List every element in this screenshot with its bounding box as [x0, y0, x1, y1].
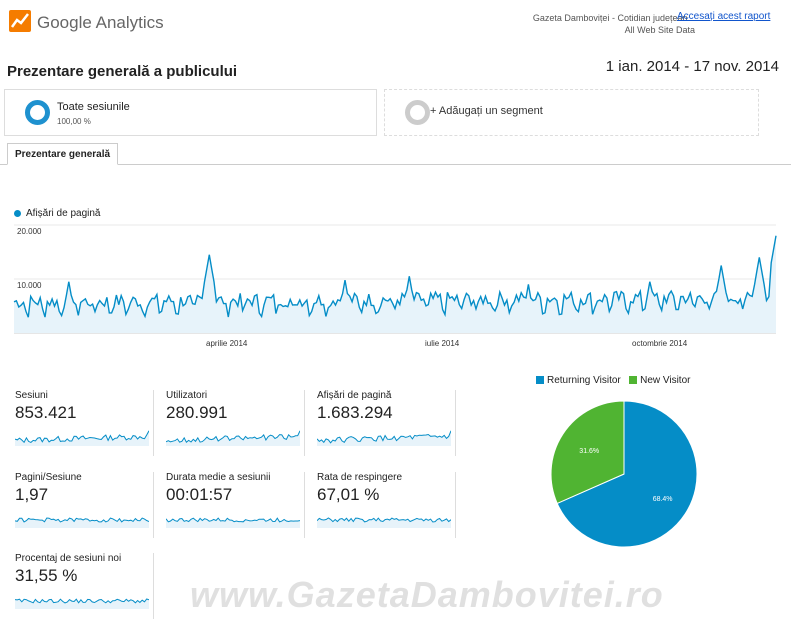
- legend-swatch-new: [629, 376, 638, 384]
- sparkline-line: [15, 517, 149, 523]
- metric-label: Sesiuni: [15, 390, 48, 401]
- y-tick-10000: 10.000: [17, 281, 42, 290]
- date-range-picker[interactable]: 1 ian. 2014 - 17 nov. 2014: [605, 58, 779, 75]
- pie-legend: Returning Visitor New Visitor: [536, 375, 690, 386]
- tab-divider: [0, 164, 791, 165]
- segment-all-sessions[interactable]: Toate sesiunile 100,00 %: [4, 89, 377, 136]
- series-legend-label[interactable]: Afișări de pagină: [26, 208, 101, 219]
- sparkline-area: [166, 430, 300, 446]
- y-tick-20000: 20.000: [17, 227, 42, 236]
- metric-value: 00:01:57: [166, 485, 233, 504]
- add-segment-button[interactable]: + Adăugați un segment: [384, 89, 759, 136]
- page-title: Prezentare generală a publicului: [7, 63, 238, 80]
- metric-pageviews[interactable]: Afișări de pagină 1.683.294: [317, 390, 456, 456]
- pageviews-line: [13, 235, 777, 319]
- sparkline-line: [317, 430, 451, 444]
- metric-label: Durata medie a sesiunii: [166, 472, 271, 483]
- view-name: All Web Site Data: [624, 25, 695, 35]
- metric-sessions[interactable]: Sesiuni 853.421: [15, 390, 154, 456]
- site-name: Gazeta Damboviței - Cotidian județean...: [532, 13, 695, 23]
- pageviews-area: [14, 235, 776, 333]
- segment-title: Toate sesiunile: [57, 101, 130, 113]
- x-tick-april: aprilie 2014: [206, 339, 248, 348]
- metric-value: 853.421: [15, 403, 77, 422]
- series-legend-dot: [14, 210, 21, 217]
- segment-ring-icon: [25, 100, 50, 125]
- metric-label: Afișări de pagină: [317, 390, 392, 401]
- pie-slice-new-visitor: [550, 400, 625, 505]
- tab-overview[interactable]: Prezentare generală: [7, 143, 119, 165]
- add-segment-label: + Adăugați un segment: [430, 105, 543, 117]
- x-tick-july: iulie 2014: [425, 339, 460, 348]
- legend-new[interactable]: New Visitor: [629, 375, 690, 386]
- access-report-link[interactable]: Accesați acest raport: [677, 11, 771, 22]
- legend-returning[interactable]: Returning Visitor: [536, 375, 621, 386]
- sparkline-line: [166, 517, 300, 523]
- metric-sparkline: [15, 598, 149, 609]
- sparkline-area: [166, 518, 300, 528]
- metric-avg-session-duration[interactable]: Durata medie a sesiunii 00:01:57: [166, 472, 305, 538]
- metric-users[interactable]: Utilizatori 280.991: [166, 390, 305, 456]
- metric-pages-per-session[interactable]: Pagini/Sesiune 1,97: [15, 472, 154, 538]
- visitor-type-pie-chart[interactable]: 68.4% 31.6%: [548, 398, 700, 550]
- account-info: Gazeta Damboviței - Cotidian județean...…: [533, 12, 695, 36]
- legend-new-label: New Visitor: [640, 375, 691, 386]
- pie-label-returning-visitor: 68.4%: [653, 496, 673, 503]
- google-analytics-logo-icon: [9, 10, 31, 32]
- segment-percent: 100,00 %: [57, 117, 91, 126]
- metric-value: 1,97: [15, 485, 49, 504]
- pie-slice-returning-visitor: [556, 400, 698, 548]
- sparkline-line: [15, 598, 149, 604]
- pageviews-line-chart[interactable]: [0, 220, 791, 350]
- metric-sparkline: [15, 430, 149, 446]
- sparkline-area: [15, 599, 149, 609]
- metric-sparkline: [15, 517, 149, 528]
- logo-text: Google Analytics: [37, 13, 164, 32]
- metric-value: 67,01 %: [317, 485, 380, 504]
- metric-sparkline: [166, 517, 300, 528]
- empty-segment-ring-icon: [405, 100, 430, 125]
- metric-label: Rata de respingere: [317, 472, 403, 483]
- sparkline-line: [166, 430, 300, 443]
- metric-value: 1.683.294: [317, 403, 393, 422]
- sparkline-area: [317, 518, 451, 528]
- metric-new-sessions-percent[interactable]: Procentaj de sesiuni noi 31,55 %: [15, 553, 154, 619]
- metric-value: 280.991: [166, 403, 228, 422]
- metric-sparkline: [317, 430, 451, 446]
- metric-label: Utilizatori: [166, 390, 208, 401]
- metric-bounce-rate[interactable]: Rata de respingere 67,01 %: [317, 472, 456, 538]
- legend-swatch-returning: [536, 376, 544, 384]
- metric-value: 31,55 %: [15, 566, 78, 585]
- metric-sparkline: [166, 430, 300, 446]
- sparkline-line: [15, 430, 149, 444]
- sparkline-area: [15, 430, 149, 446]
- legend-returning-label: Returning Visitor: [547, 375, 621, 386]
- metric-sparkline: [317, 517, 451, 528]
- metric-label: Procentaj de sesiuni noi: [15, 553, 122, 564]
- x-tick-october: octombrie 2014: [632, 339, 688, 348]
- watermark: www.GazetaDambovitei.ro: [190, 574, 664, 615]
- pie-label-new-visitor: 31.6%: [579, 448, 599, 455]
- metric-label: Pagini/Sesiune: [15, 472, 82, 483]
- sparkline-line: [317, 517, 451, 523]
